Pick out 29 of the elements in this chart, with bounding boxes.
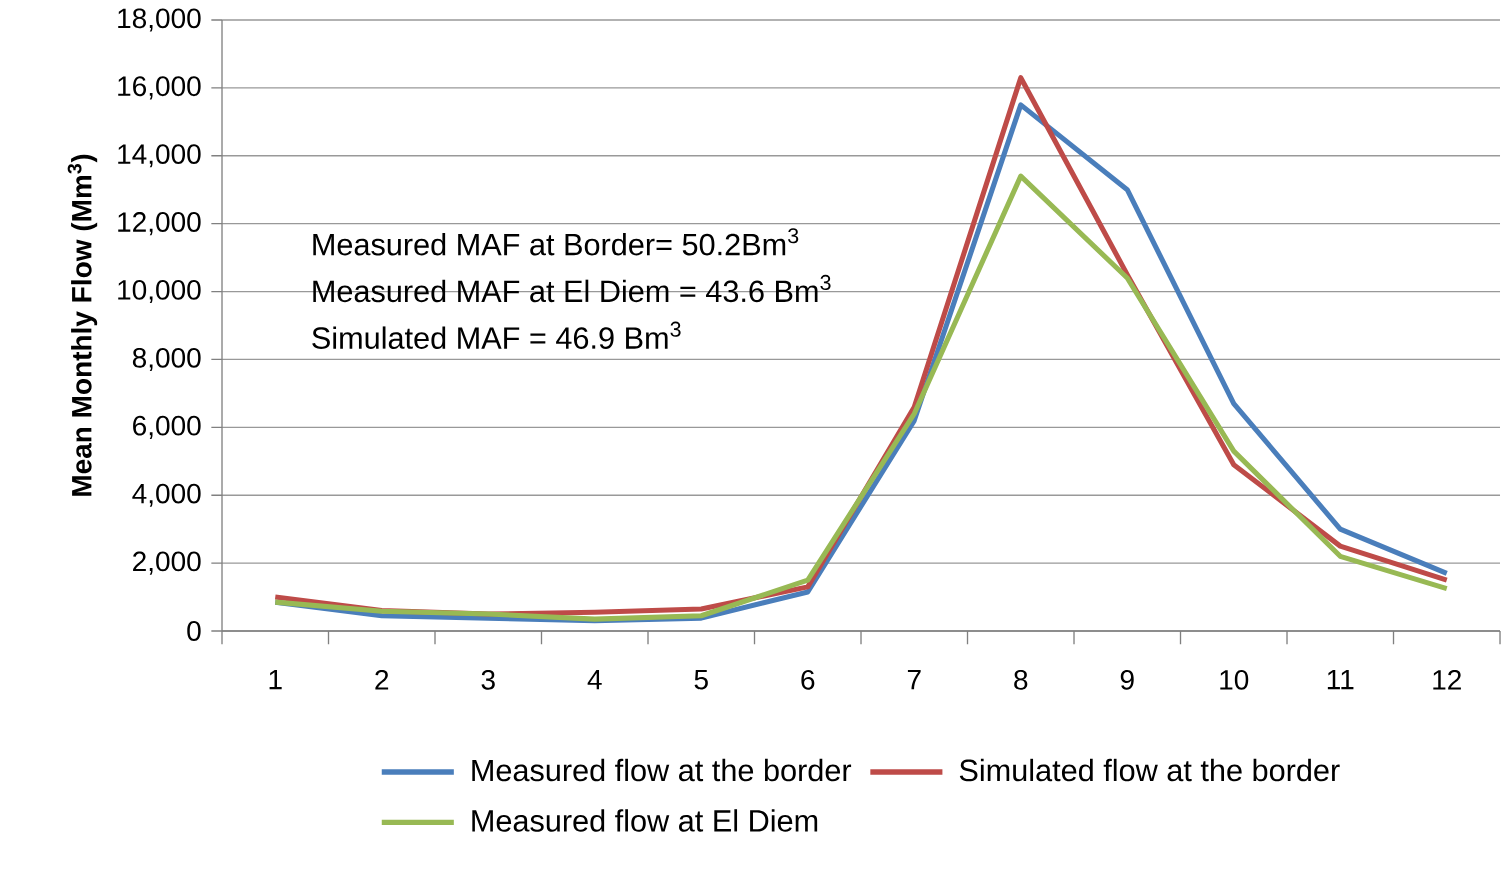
x-tick-label: 8 <box>1014 669 1028 690</box>
legend-label: Measured flow at El Diem <box>472 809 818 832</box>
x-tick-label: 12 <box>1433 669 1461 690</box>
y-tick-label: 0 <box>187 621 201 641</box>
annotation: Simulated MAF = 46.9 Bm$^{3}$ <box>312 321 681 349</box>
x-tick-label: 4 <box>587 669 602 690</box>
y-tick-label: 12,000 <box>118 212 201 236</box>
x-tick-label: 7 <box>907 669 921 690</box>
y-tick-label: 4,000 <box>132 483 201 507</box>
x-tick-label: 1 <box>269 669 282 690</box>
x-tick-label: 6 <box>801 669 815 690</box>
y-tick-label: 6,000 <box>133 415 201 439</box>
x-tick-label: 9 <box>1120 669 1134 690</box>
legend-label: Measured flow at the border <box>472 758 852 782</box>
y-tick-label: 8,000 <box>132 347 201 371</box>
y-tick-label: 18,000 <box>118 8 201 32</box>
x-tick-label: 11 <box>1327 669 1354 690</box>
x-tick-label: 3 <box>481 669 495 690</box>
y-tick-label: 10,000 <box>118 279 201 304</box>
x-tick-label: 2 <box>375 669 389 690</box>
y-tick-label: 16,000 <box>118 76 201 100</box>
x-tick-label: 10 <box>1220 669 1249 690</box>
legend-label: Simulated flow at the border <box>959 758 1340 782</box>
annotation: Measured MAF at El Diem = 43.6 Bm$^{3}$ <box>313 274 831 303</box>
y-tick-label: 14,000 <box>118 144 201 168</box>
x-tick-label: 5 <box>694 669 708 690</box>
annotation: Measured MAF at Border= 50.2Bm$^{3}$ <box>313 228 799 256</box>
y-tick-label: 2,000 <box>133 551 201 575</box>
y-axis-title: Mean Monthly Flow (Mm$^{3}$) <box>67 154 98 496</box>
